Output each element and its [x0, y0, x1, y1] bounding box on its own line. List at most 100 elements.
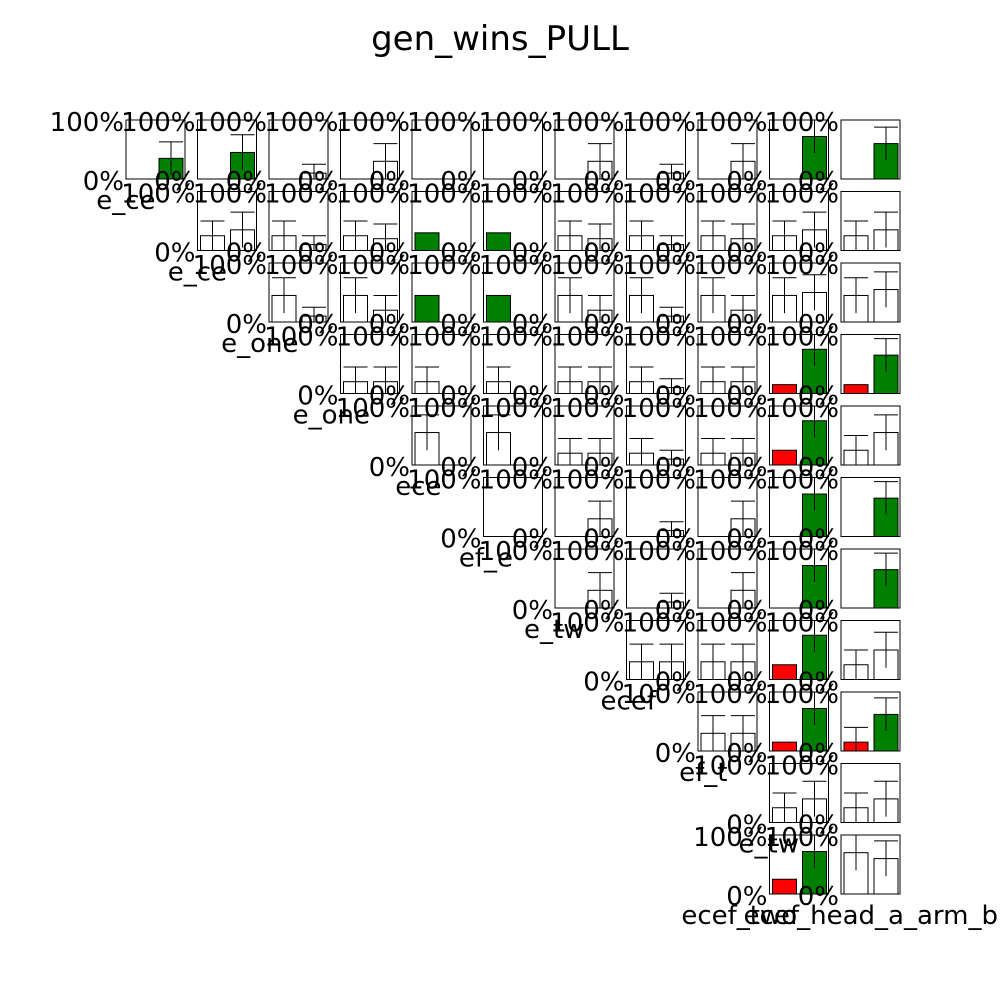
panel [125, 119, 186, 180]
panel [840, 548, 901, 609]
ytick-label: 100% [336, 251, 410, 281]
ytick-label: 100% [622, 251, 696, 281]
panel [840, 262, 901, 323]
panel [697, 405, 758, 466]
panel [411, 405, 472, 466]
panel [340, 119, 400, 180]
ytick-label: 0% [655, 239, 696, 269]
ytick-label: 0% [369, 310, 410, 340]
ytick-label: 0% [798, 739, 839, 769]
ytick-label: 100% [765, 394, 839, 424]
ytick-label: 100% [336, 394, 410, 424]
ytick-label: 0% [655, 453, 696, 483]
ytick-label: 0% [655, 668, 696, 698]
ytick-label: 0% [226, 239, 267, 269]
ytick-label: 0% [798, 453, 839, 483]
ytick-label: 0% [226, 167, 267, 197]
panel [840, 691, 901, 752]
ytick-label: 0% [583, 382, 624, 412]
ytick-label: 100% [622, 680, 696, 710]
ytick-label: 100% [622, 537, 696, 567]
ytick-label: 0% [583, 596, 624, 626]
bar [414, 294, 440, 323]
ytick-label: 100% [622, 394, 696, 424]
panel [840, 119, 901, 180]
ytick-label: 0% [512, 167, 553, 197]
ytick-label: 0% [726, 239, 767, 269]
bar [772, 878, 797, 895]
ytick-label: 100% [693, 394, 767, 424]
panel-frame [554, 119, 615, 180]
ytick-label: 0% [655, 310, 696, 340]
panel [769, 834, 829, 895]
panel [483, 477, 543, 537]
ytick-label: 100% [765, 752, 839, 782]
panel [268, 119, 329, 180]
panel [626, 477, 686, 537]
ytick-label: 0% [440, 525, 481, 555]
panel [840, 405, 901, 466]
panel [769, 548, 829, 609]
ytick-label: 0% [512, 382, 553, 412]
ytick-label: 0% [154, 239, 195, 269]
panel [626, 191, 686, 252]
ytick-label: 100% [407, 394, 481, 424]
ytick-label: 100% [765, 823, 839, 853]
ytick-label: 0% [798, 239, 839, 269]
ytick-label: 0% [726, 310, 767, 340]
ytick-label: 100% [550, 180, 624, 210]
ytick-label: 100% [622, 323, 696, 353]
ytick-label: 100% [264, 323, 338, 353]
row-label: ecef [601, 687, 657, 717]
ytick-label: 0% [655, 739, 696, 769]
ytick-label: 100% [479, 394, 553, 424]
ytick-label: 100% [479, 537, 553, 567]
bar [772, 664, 797, 680]
ytick-label: 0% [369, 167, 410, 197]
row-label: ef_t [679, 758, 727, 788]
row-label: ecef [744, 901, 800, 931]
panel [840, 477, 901, 537]
ytick-label: 0% [655, 596, 696, 626]
ytick-label: 0% [83, 167, 124, 197]
panel [268, 191, 329, 252]
ytick-label: 100% [550, 323, 624, 353]
ytick-label: 100% [121, 108, 195, 138]
ytick-label: 100% [765, 180, 839, 210]
row-label: ece [395, 472, 441, 502]
panel [697, 191, 758, 251]
ytick-label: 100% [550, 466, 624, 496]
ytick-label: 0% [512, 310, 553, 340]
panel [769, 334, 829, 394]
ytick-label: 100% [550, 108, 624, 138]
ytick-label: 100% [765, 609, 839, 639]
ytick-label: 100% [407, 108, 481, 138]
ytick-label: 0% [726, 453, 767, 483]
ytick-label: 100% [479, 180, 553, 210]
ytick-label: 0% [798, 882, 839, 912]
panel [697, 334, 758, 395]
panel [411, 119, 472, 180]
bottom-axis-label: ecef_two_head_a_arm_b [681, 901, 998, 931]
ytick-label: 100% [693, 323, 767, 353]
panel [769, 620, 829, 680]
ytick-label: 0% [226, 310, 267, 340]
ytick-label: 100% [479, 108, 553, 138]
ytick-label: 100% [693, 680, 767, 710]
ytick-label: 0% [583, 453, 624, 483]
ytick-label: 0% [440, 453, 481, 483]
ytick-label: 100% [193, 251, 267, 281]
ytick-label: 100% [264, 108, 338, 138]
panel [197, 191, 257, 252]
bar [486, 294, 511, 323]
ytick-label: 100% [622, 466, 696, 496]
row-label: ef_e [459, 544, 513, 574]
ytick-label: 0% [297, 382, 338, 412]
ytick-label: 100% [407, 323, 481, 353]
ytick-label: 100% [479, 251, 553, 281]
panel [769, 405, 829, 466]
panel-frame [626, 548, 686, 609]
ytick-label: 100% [693, 537, 767, 567]
ytick-label: 100% [622, 180, 696, 210]
panel [697, 262, 758, 323]
